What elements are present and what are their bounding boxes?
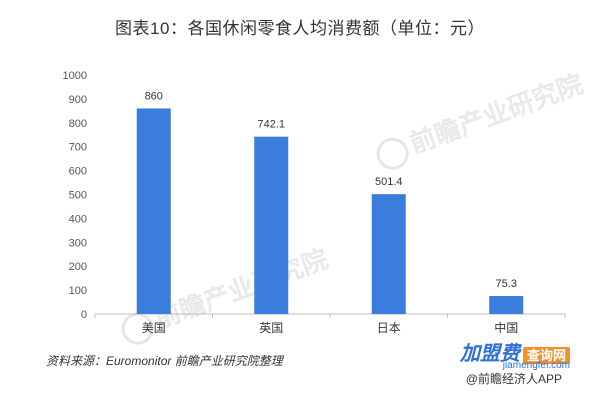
y-tick-label: 0 xyxy=(81,309,87,321)
brand-url: jiamengfei.com xyxy=(502,360,570,371)
y-tick-label: 500 xyxy=(69,190,87,202)
y-tick-label: 700 xyxy=(69,142,87,154)
y-tick-label: 800 xyxy=(69,118,87,130)
data-label: 501.4 xyxy=(375,176,403,188)
bar xyxy=(136,108,171,315)
y-tick-label: 400 xyxy=(69,213,87,225)
weibo-handle: @前瞻经济人APP xyxy=(465,372,562,386)
y-tick-label: 300 xyxy=(69,237,87,249)
bar xyxy=(489,296,524,314)
y-tick-label: 900 xyxy=(69,94,87,106)
data-label: 75.3 xyxy=(496,278,517,290)
y-tick-label: 600 xyxy=(69,166,87,178)
x-tick-label: 英国 xyxy=(259,321,283,335)
x-tick-label: 中国 xyxy=(494,320,518,335)
brand-box-label: 查询网 xyxy=(522,347,570,364)
data-label: 742.1 xyxy=(257,119,285,131)
bar xyxy=(254,136,289,314)
y-tick-label: 200 xyxy=(69,261,87,273)
data-label: 860 xyxy=(145,90,163,102)
x-tick-label: 美国 xyxy=(142,321,166,335)
brand-name: 加盟费 xyxy=(459,343,520,365)
source-note: 资料来源：Euromonitor 前瞻产业研究院整理 xyxy=(46,354,283,368)
y-tick-label: 1000 xyxy=(63,70,87,82)
bar xyxy=(371,194,406,314)
y-tick-label: 100 xyxy=(69,285,87,297)
brand-logo: 加盟费 查询网 xyxy=(460,337,570,366)
x-tick-label: 日本 xyxy=(377,321,401,335)
chart-title: 图表10：各国休闲零食人均消费额（单位：元） xyxy=(115,19,485,38)
